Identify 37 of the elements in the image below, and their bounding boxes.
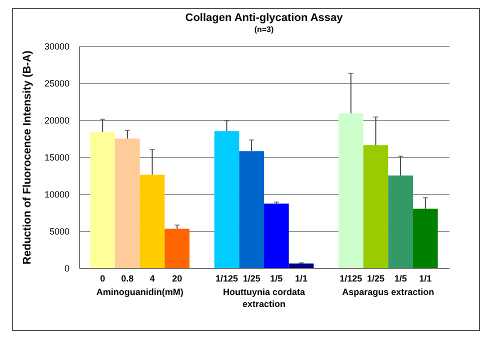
bar — [338, 113, 364, 268]
bar — [164, 228, 190, 268]
y-tick-label: 25000 — [44, 78, 70, 88]
bar — [214, 131, 240, 268]
y-axis-title: Reduction of Fluorocence Intensity (B-A) — [21, 50, 34, 264]
x-tick-label: 1/125 — [340, 274, 362, 284]
x-tick-label: 1/5 — [270, 274, 283, 284]
x-tick-label: 1/125 — [215, 274, 238, 284]
x-tick-label: 1/1 — [294, 274, 308, 284]
x-tick-label: 1/5 — [394, 274, 407, 284]
x-tick-label: 0 — [100, 274, 106, 284]
bar — [140, 174, 165, 268]
text: Houttuynia cordata extraction — [222, 287, 306, 309]
bar — [412, 208, 438, 268]
text: Asparagus extraction — [342, 287, 434, 297]
y-tick-label: 0 — [64, 264, 70, 274]
bar — [288, 264, 314, 268]
bar — [363, 145, 388, 268]
y-tick-label: 5000 — [49, 226, 70, 236]
x-tick-label: 4 — [150, 274, 155, 284]
text: Aminoguanidin(mM) — [96, 287, 184, 297]
y-tick-label: 20000 — [44, 116, 70, 126]
x-tick-label: 0.8 — [121, 274, 134, 284]
x-tick-label: 1/1 — [419, 274, 432, 284]
y-tick-label: 30000 — [44, 42, 70, 52]
bar — [239, 151, 264, 268]
bar — [90, 132, 116, 268]
y-tick-label: 10000 — [44, 190, 70, 200]
x-tick-label: 20 — [172, 274, 182, 284]
x-tick-label: 1/25 — [242, 274, 260, 284]
chart-subtitle: (n=3) — [254, 25, 274, 34]
bar — [388, 176, 413, 268]
bar — [115, 138, 140, 268]
x-tick-label: 1/25 — [366, 274, 385, 284]
bar — [264, 204, 289, 268]
y-tick-label: 15000 — [44, 152, 70, 162]
chart-title: Collagen Anti-glycation Assay — [185, 12, 344, 24]
